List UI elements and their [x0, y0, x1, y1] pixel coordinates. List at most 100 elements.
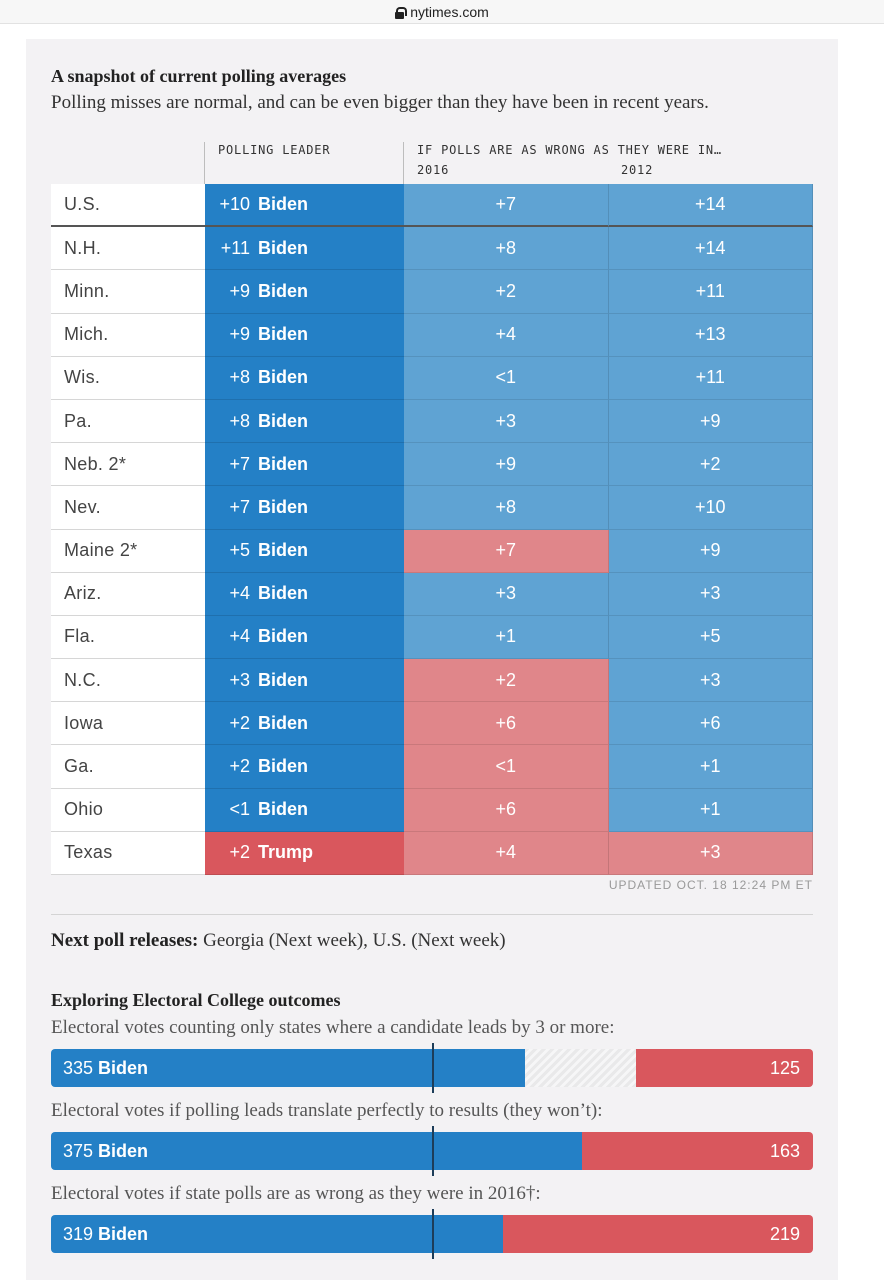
biden-votes: 319 — [63, 1223, 94, 1244]
margin-2012-cell: +14 — [608, 184, 813, 228]
polling-leader-cell: +7 Biden — [205, 443, 404, 487]
leader-name: Biden — [258, 540, 309, 561]
polling-leader-cell: +2 Biden — [205, 745, 404, 789]
margin-2012-cell: +2 — [608, 443, 813, 487]
state-name: Nev. — [51, 486, 205, 530]
leader-name: Biden — [258, 712, 309, 733]
col-header-2012: 2012 — [621, 163, 654, 177]
lead-margin: +8 — [229, 367, 250, 388]
margin-2016-cell: <1 — [404, 356, 609, 400]
leader-name: Biden — [258, 453, 309, 474]
lead-margin: +2 — [229, 756, 250, 777]
lead-margin: +11 — [220, 237, 250, 258]
table-row: Wis. +8 Biden <1 +11 — [51, 356, 813, 400]
270-threshold-line — [432, 1126, 434, 1176]
margin-2016-cell: +8 — [404, 227, 609, 271]
state-name: Neb. 2* — [51, 443, 205, 487]
polling-leader-cell: +5 Biden — [205, 529, 404, 573]
lock-icon — [395, 6, 408, 19]
lead-margin: +7 — [229, 496, 250, 517]
next-poll-releases: Next poll releases: Georgia (Next week),… — [51, 930, 506, 952]
polling-leader-cell: +2 Trump — [205, 831, 404, 875]
state-name: Minn. — [51, 270, 205, 314]
leader-name: Biden — [258, 669, 309, 690]
trump-segment: 219 — [503, 1215, 813, 1253]
lead-margin: +10 — [219, 194, 250, 215]
table-row: Ohio <1 Biden +6 +1 — [51, 788, 813, 832]
state-name: Mich. — [51, 313, 205, 357]
polling-table: U.S. +10 Biden +7 +14 N.H. +11 Biden +8 +14 Minn. +… — [51, 184, 813, 875]
margin-2016-cell: +3 — [404, 399, 609, 444]
table-row: Iowa +2 Biden +6 +6 — [51, 702, 813, 746]
leader-name: Biden — [258, 410, 309, 431]
trump-segment: 163 — [582, 1132, 813, 1170]
margin-2016-cell: +3 — [404, 572, 609, 616]
divider — [51, 914, 813, 915]
table-row: Maine 2* +5 Biden +7 +9 — [51, 529, 813, 573]
margin-2016-cell: +7 — [404, 184, 609, 228]
leader-name: Biden — [258, 237, 309, 258]
undecided-segment — [525, 1049, 636, 1087]
leader-name: Trump — [258, 842, 314, 863]
table-row: Texas +2 Trump +4 +3 — [51, 831, 813, 875]
polling-leader-cell: +8 Biden — [205, 399, 404, 444]
margin-2012-cell: +11 — [608, 270, 813, 314]
biden-votes: 375 — [63, 1140, 94, 1161]
lead-margin: +9 — [229, 324, 250, 345]
graphic-subtitle: Polling misses are normal, and can be ev… — [51, 92, 709, 113]
margin-2012-cell: +3 — [608, 659, 813, 703]
trump-votes: 125 — [769, 1057, 800, 1078]
table-row: Neb. 2* +7 Biden +9 +2 — [51, 443, 813, 487]
electoral-label-2: Electoral votes if polling leads transla… — [51, 1100, 603, 1121]
margin-2012-cell: +10 — [608, 486, 813, 530]
margin-2012-cell: +9 — [608, 399, 813, 444]
col-header-polling-leader: POLLING LEADER — [218, 143, 331, 157]
margin-2016-cell: +4 — [404, 831, 609, 875]
state-name: Maine 2* — [51, 529, 205, 573]
leader-name: Biden — [258, 799, 309, 820]
electoral-bar-perfect: 375 Biden 163 — [51, 1132, 813, 1170]
lead-margin: +5 — [229, 540, 250, 561]
browser-url-bar[interactable]: nytimes.com — [0, 0, 884, 24]
margin-2016-cell: +6 — [404, 788, 609, 832]
margin-2012-cell: +3 — [608, 572, 813, 616]
polling-leader-cell: +11 Biden — [205, 227, 404, 271]
margin-2016-cell: +2 — [404, 270, 609, 314]
polling-leader-cell: +10 Biden — [205, 184, 404, 228]
polling-leader-cell: +9 Biden — [205, 270, 404, 314]
leader-name: Biden — [258, 496, 309, 517]
electoral-title: Exploring Electoral College outcomes — [51, 990, 341, 1010]
polling-leader-cell: <1 Biden — [205, 788, 404, 832]
table-row: Minn. +9 Biden +2 +11 — [51, 270, 813, 314]
next-poll-label: Next poll releases: — [51, 930, 199, 951]
state-name: Fla. — [51, 615, 205, 660]
updated-timestamp: UPDATED OCT. 18 12:24 PM ET — [608, 878, 813, 892]
margin-2012-cell: +1 — [608, 788, 813, 832]
biden-label: Biden — [98, 1057, 149, 1078]
margin-2016-cell: +7 — [404, 529, 609, 573]
electoral-label-1: Electoral votes counting only states whe… — [51, 1017, 615, 1038]
margin-2012-cell: +5 — [608, 615, 813, 660]
leader-name: Biden — [258, 756, 309, 777]
polling-leader-cell: +4 Biden — [205, 572, 404, 616]
state-name: Pa. — [51, 399, 205, 444]
biden-segment: 319 Biden — [51, 1215, 503, 1253]
biden-segment: 335 Biden — [51, 1049, 525, 1087]
margin-2012-cell: +6 — [608, 702, 813, 746]
electoral-bar-lead3: 335 Biden 125 — [51, 1049, 813, 1087]
trump-votes: 163 — [769, 1140, 800, 1161]
leader-name: Biden — [258, 324, 309, 345]
state-name: Wis. — [51, 356, 205, 400]
polling-leader-cell: +8 Biden — [205, 356, 404, 400]
electoral-label-3: Electoral votes if state polls are as wr… — [51, 1183, 541, 1204]
state-name: Texas — [51, 831, 205, 875]
leader-name: Biden — [258, 583, 309, 604]
biden-votes: 335 — [63, 1057, 94, 1078]
trump-votes: 219 — [769, 1223, 800, 1244]
table-row: Pa. +8 Biden +3 +9 — [51, 399, 813, 444]
lead-margin: +2 — [229, 712, 250, 733]
col-header-if-polls-wrong: IF POLLS ARE AS WRONG AS THEY WERE IN… — [417, 143, 722, 157]
table-row: Ga. +2 Biden <1 +1 — [51, 745, 813, 789]
biden-label: Biden — [98, 1223, 149, 1244]
state-name: Ariz. — [51, 572, 205, 616]
